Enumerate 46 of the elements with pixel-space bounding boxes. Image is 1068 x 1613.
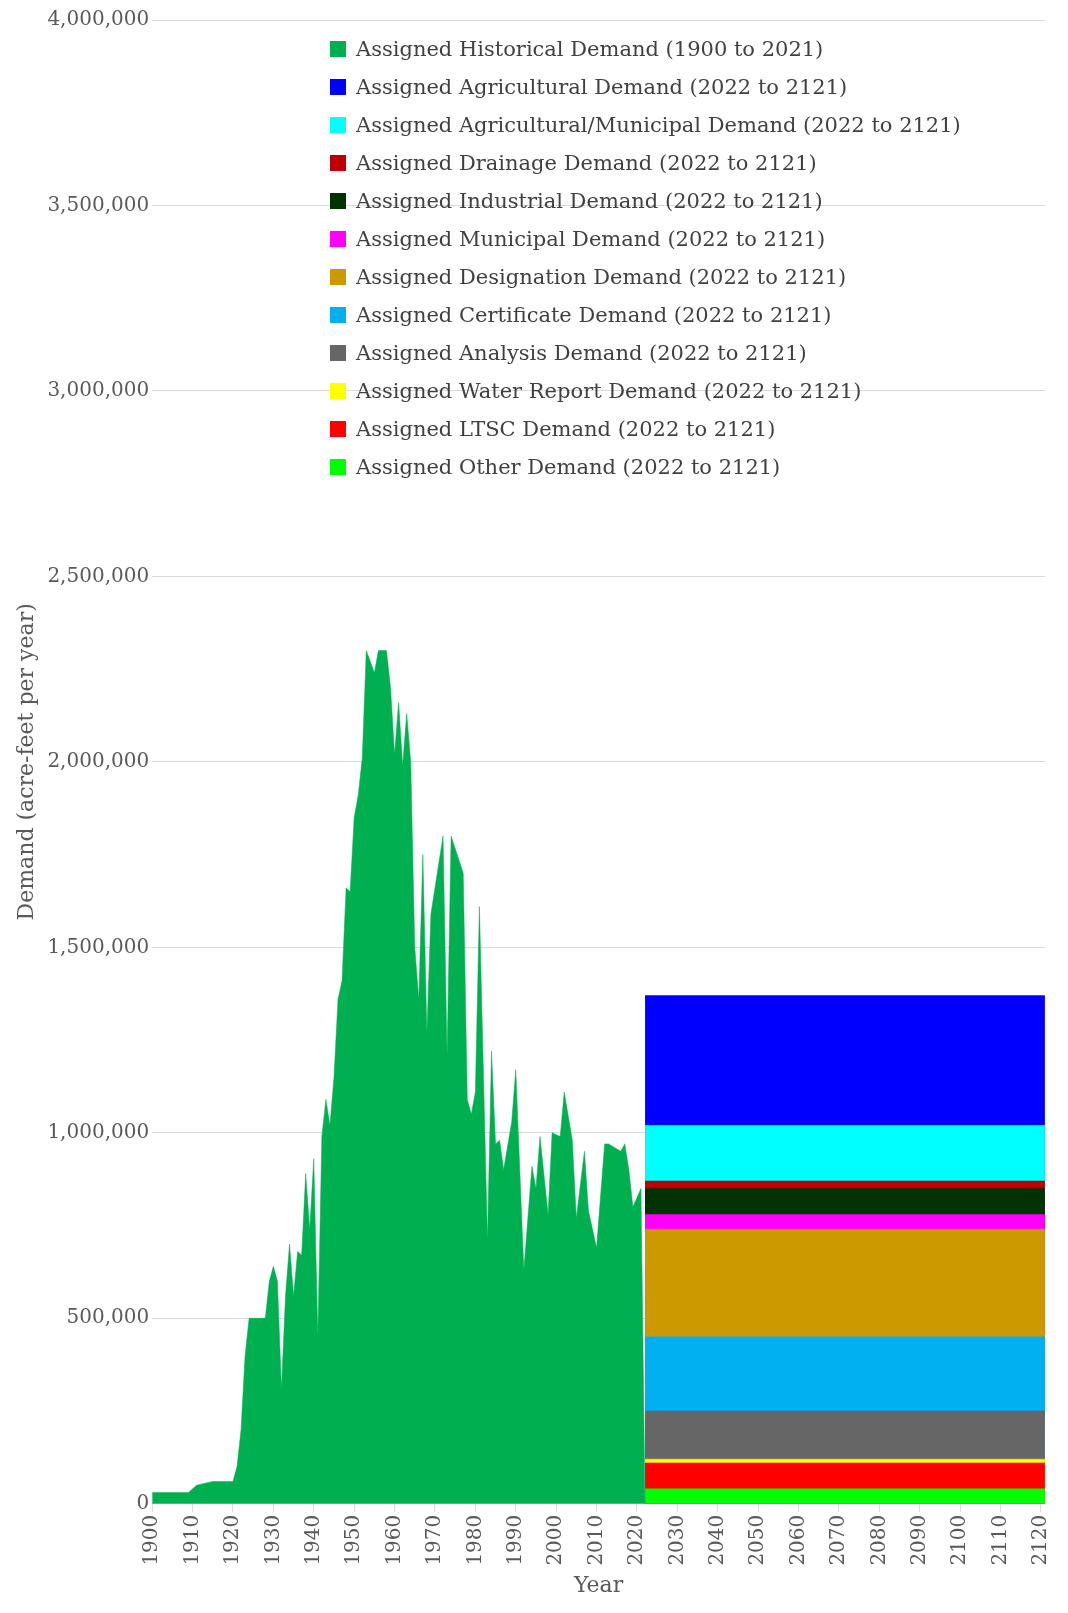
y-tick-label: 2,500,000 [47,562,150,587]
x-tick-label: 2100 [946,1514,971,1566]
y-tick-label: 1,000,000 [47,1118,150,1143]
x-tick-label: 1970 [421,1514,446,1566]
y-axis-title: Demand (acre-feet per year) [12,603,38,921]
legend-label: Assigned Other Demand (2022 to 2121) [356,454,781,481]
x-axis-title: Year [572,1571,624,1597]
x-tick-label: 2030 [663,1514,688,1566]
x-tick-label: 1900 [138,1514,163,1566]
legend-label: Assigned Analysis Demand (2022 to 2121) [356,340,807,367]
y-tick-label: 0 [136,1489,150,1514]
x-tick-label: 2090 [905,1514,930,1566]
x-tick-label: 1950 [340,1514,365,1566]
legend-label: Assigned Drainage Demand (2022 to 2121) [356,150,817,177]
x-tick-label: 1980 [461,1514,486,1566]
x-tick-label: 2050 [744,1514,769,1566]
x-tick-label: 2060 [784,1514,809,1566]
legend-label: Assigned Designation Demand (2022 to 2121) [356,264,847,291]
y-tick-label: 2,000,000 [47,748,150,773]
x-tick-label: 2070 [825,1514,850,1566]
x-tick-label: 2010 [582,1514,607,1566]
y-tick-label: 3,000,000 [47,377,150,402]
legend-label: Assigned Certificate Demand (2022 to 2121) [356,302,832,329]
x-tick-label: 1920 [219,1514,244,1566]
x-tick-label: 2040 [703,1514,728,1566]
legend-label: Assigned Agricultural Demand (2022 to 2121) [356,74,848,101]
legend-label: Assigned LTSC Demand (2022 to 2121) [356,416,776,443]
legend-label: Assigned Municipal Demand (2022 to 2121) [356,226,826,253]
x-tick-label: 2080 [865,1514,890,1566]
x-tick-label: 2000 [542,1514,567,1566]
legend-label: Assigned Water Report Demand (2022 to 2121) [356,378,862,405]
legend-label: Assigned Historical Demand (1900 to 2021) [356,36,824,63]
legend-label: Assigned Agricultural/Municipal Demand (2022 to 2121) [356,112,961,139]
x-tick-label: 2120 [1027,1514,1052,1566]
x-tick-label: 1960 [380,1514,405,1566]
x-tick-label: 2110 [986,1514,1011,1566]
x-tick-label: 1940 [299,1514,324,1566]
y-tick-label: 1,500,000 [47,933,150,958]
y-tick-label: 4,000,000 [47,6,150,31]
x-tick-label: 1930 [259,1514,284,1566]
y-tick-label: 500,000 [66,1304,150,1329]
x-tick-label: 1910 [178,1514,203,1566]
x-tick-label: 1990 [501,1514,526,1566]
y-tick-label: 3,500,000 [47,191,150,216]
legend-label: Assigned Industrial Demand (2022 to 2121) [356,188,823,215]
x-tick-label: 2020 [623,1514,648,1566]
